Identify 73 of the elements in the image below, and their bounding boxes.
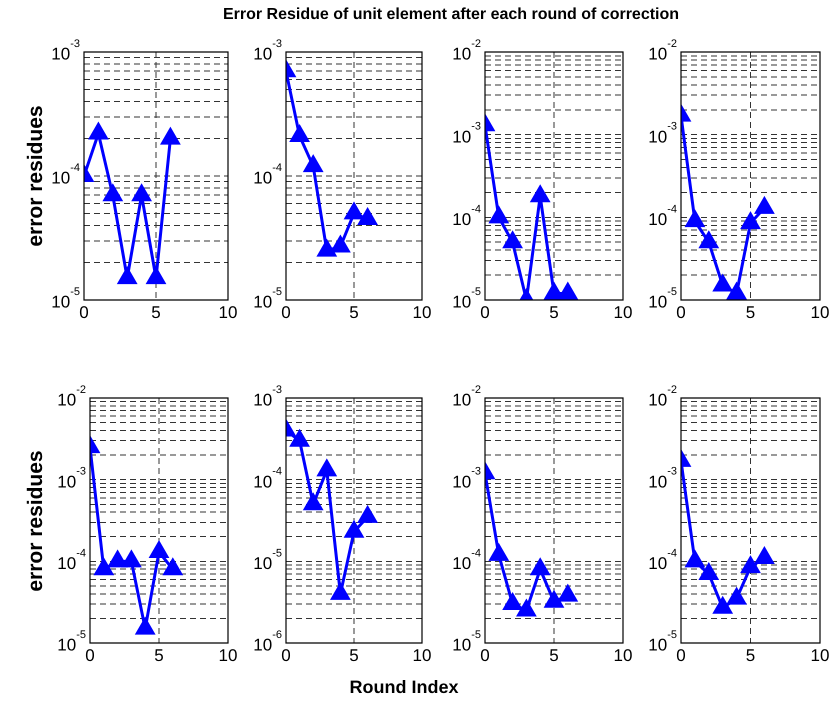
x-tick-label: 0	[676, 646, 686, 665]
x-tick-label: 5	[746, 646, 756, 665]
point	[136, 618, 154, 635]
x-tick-label: 5	[746, 302, 756, 322]
point	[490, 544, 508, 561]
x-tick-label: 5	[549, 646, 559, 665]
x-tick-label: 0	[281, 302, 291, 322]
x-tick-label: 5	[151, 302, 161, 322]
point	[686, 210, 704, 228]
x-tick-label: 5	[549, 302, 559, 322]
point	[503, 594, 522, 610]
x-tick-label: 5	[349, 646, 359, 665]
point	[318, 460, 336, 476]
x-tick-label: 10	[412, 646, 432, 665]
point	[331, 583, 350, 600]
point	[122, 550, 141, 568]
point	[530, 558, 550, 576]
x-tick-label: 0	[480, 302, 490, 322]
point	[530, 186, 550, 202]
point	[713, 597, 732, 614]
point	[700, 232, 718, 248]
x-tick-label: 0	[281, 646, 291, 665]
point	[290, 430, 309, 447]
point	[161, 128, 180, 145]
point	[290, 126, 309, 142]
point	[344, 521, 364, 538]
x-tick-label: 0	[676, 302, 686, 322]
point	[727, 282, 746, 300]
point	[741, 212, 760, 230]
x-tick-label: 10	[810, 646, 830, 665]
x-tick-label: 10	[218, 646, 238, 665]
point	[318, 240, 336, 257]
x-tick-label: 0	[480, 646, 490, 665]
point	[104, 184, 122, 202]
point	[89, 123, 108, 140]
point	[713, 274, 732, 292]
point	[118, 268, 136, 284]
point	[132, 184, 151, 202]
y-axis-title: error residues	[24, 450, 48, 592]
point	[108, 550, 127, 568]
x-tick-label: 10	[412, 302, 432, 322]
point	[503, 232, 522, 248]
x-tick-label: 0	[85, 646, 95, 665]
x-tick-label: 10	[614, 646, 632, 665]
point	[544, 591, 564, 608]
point	[304, 156, 322, 172]
point	[94, 558, 114, 576]
x-tick-label: 0	[79, 302, 89, 322]
point	[727, 588, 746, 605]
point	[331, 236, 350, 253]
x-tick-label: 5	[154, 646, 164, 665]
point	[517, 600, 536, 616]
point	[150, 542, 168, 558]
point	[558, 585, 578, 602]
point	[741, 556, 760, 574]
y-axis-title: error residues	[24, 105, 48, 247]
x-tick-label: 10	[614, 302, 632, 322]
x-tick-label: 5	[349, 302, 359, 322]
point	[755, 547, 774, 564]
point	[164, 558, 182, 576]
point	[755, 197, 774, 214]
x-tick-label: 10	[218, 302, 238, 322]
point	[490, 206, 508, 224]
point	[344, 202, 364, 220]
point	[358, 506, 377, 523]
point	[304, 494, 322, 510]
text: Error Residue of unit element after each round of correction	[222, 6, 680, 24]
point	[686, 550, 704, 568]
x-tick-label: 10	[810, 302, 830, 322]
point	[358, 208, 377, 225]
x-axis-title: Round Index	[350, 677, 458, 698]
point	[700, 563, 718, 580]
point	[146, 268, 166, 284]
